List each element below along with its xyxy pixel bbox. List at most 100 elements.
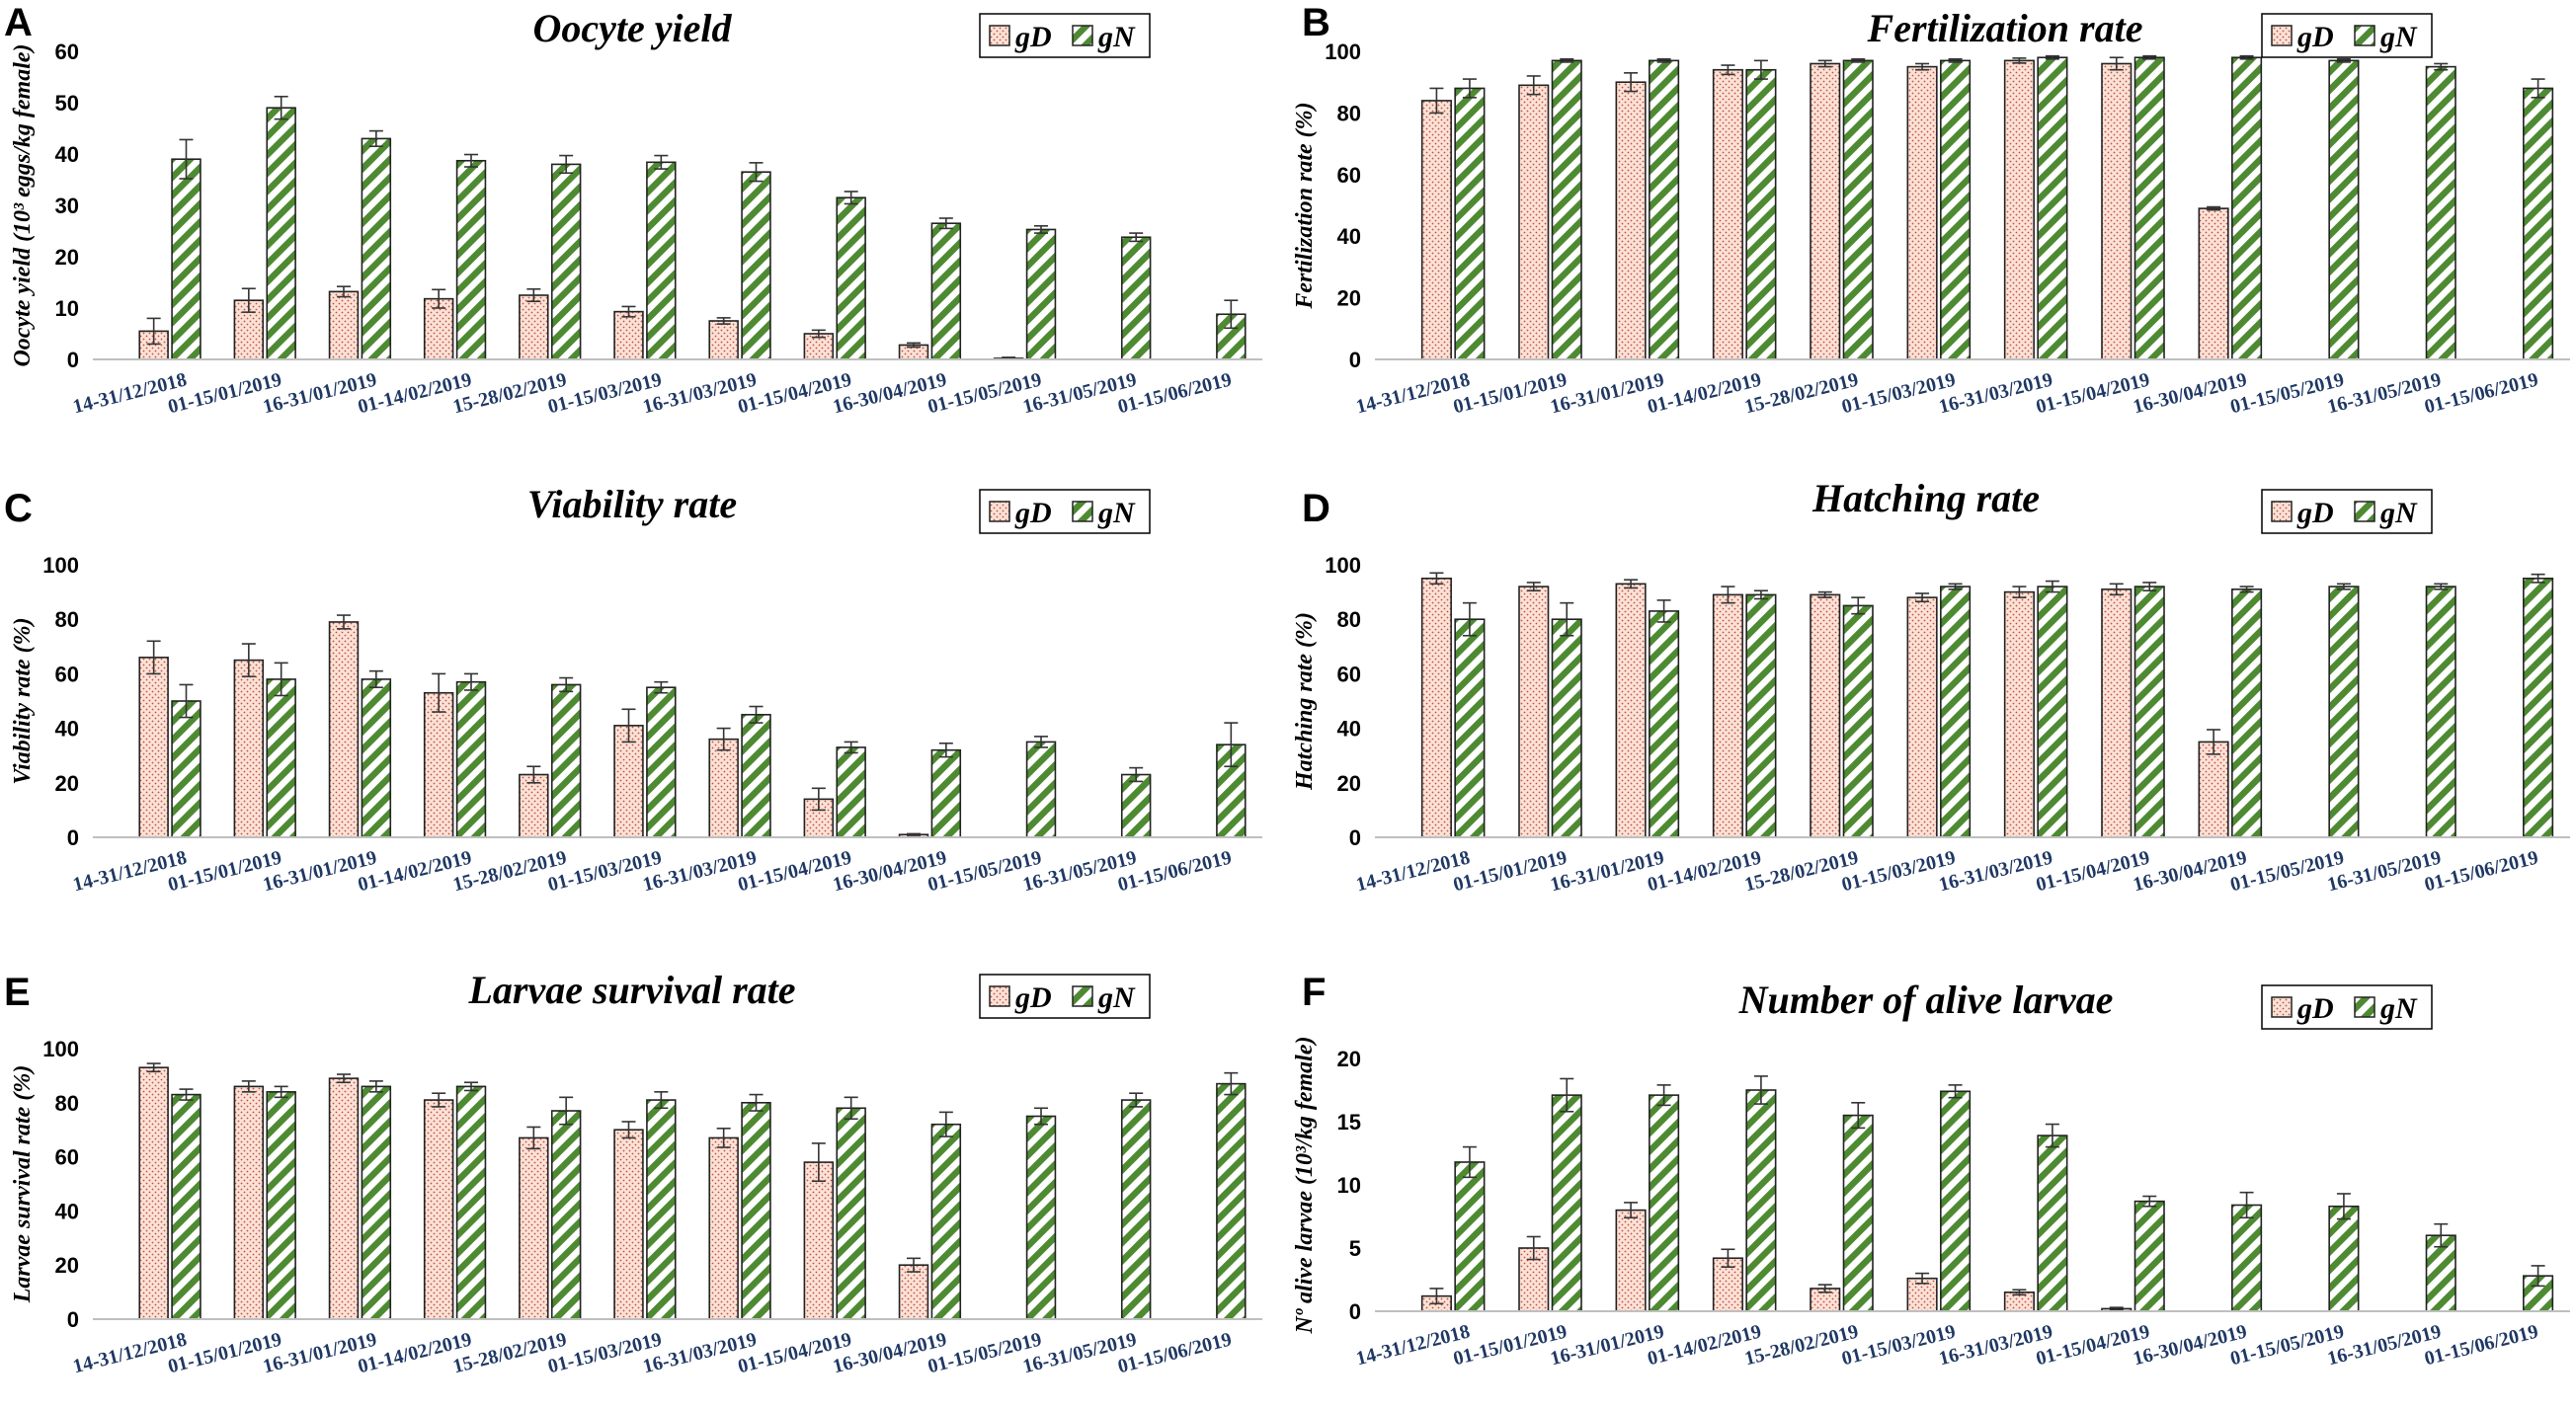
- error-bar-gn: [559, 154, 574, 175]
- legend-swatch-gn: [2354, 996, 2375, 1018]
- bar-gn: [1745, 593, 1777, 838]
- error-bar-gn: [274, 95, 288, 120]
- y-tick-label: 5: [1349, 1236, 1361, 1261]
- bar-gd: [2198, 741, 2229, 838]
- error-bar-gd: [2012, 1289, 2027, 1296]
- bar-gn: [1940, 586, 1972, 838]
- legend-label-gd: gD: [1014, 497, 1052, 529]
- bar-gd: [803, 1161, 835, 1320]
- error-bar-gn: [844, 191, 858, 205]
- bar-gd: [613, 1129, 644, 1320]
- legend-label-gd: gD: [1014, 981, 1052, 1014]
- bar-gn: [1551, 59, 1582, 360]
- bar-gn: [361, 678, 392, 838]
- y-axis-label: Larvae survival rate (%): [10, 1065, 36, 1304]
- error-bar-gd: [1915, 62, 1930, 71]
- y-tick-label: 60: [55, 1145, 79, 1170]
- error-bar-gd: [2012, 586, 2027, 598]
- error-bar-gn: [844, 741, 858, 754]
- error-bar-gd: [241, 643, 256, 677]
- y-tick-label: 40: [55, 1199, 79, 1223]
- error-bar-gd: [2207, 205, 2221, 211]
- error-bar-gd: [146, 317, 161, 346]
- error-bar-gd: [1817, 590, 1832, 598]
- bar-gd: [328, 1077, 360, 1320]
- bar-gn: [2231, 1204, 2263, 1312]
- bar-gn: [2425, 1234, 2456, 1312]
- error-bar-gn: [179, 683, 194, 719]
- bar-gd: [2198, 207, 2229, 360]
- error-bar-gd: [146, 640, 161, 675]
- bar-gd: [138, 1066, 169, 1320]
- legend-swatch-gn: [2354, 25, 2375, 46]
- y-tick-label: 100: [42, 553, 79, 578]
- bar-gd: [328, 290, 360, 360]
- error-bar-gn: [2239, 1191, 2254, 1219]
- bar-gn: [266, 1091, 296, 1320]
- bar-gn: [2523, 577, 2554, 838]
- error-bar-gn: [1560, 601, 1574, 637]
- chart-panel-e: E Larvae survival rate Larvae survival rat…: [4, 968, 1262, 1377]
- bar-gn: [2133, 1200, 2165, 1312]
- bar-gn: [455, 1085, 487, 1320]
- bar-gd: [1615, 81, 1647, 360]
- y-tick-label: 20: [55, 1253, 79, 1278]
- error-bar-gn: [1948, 583, 1963, 590]
- bar-gn: [1842, 59, 1874, 360]
- bar-gn: [1842, 1114, 1874, 1312]
- bar-gn: [741, 1102, 771, 1320]
- bar-gn: [171, 700, 201, 838]
- y-tick-label: 20: [55, 245, 79, 270]
- y-tick-label: 20: [55, 771, 79, 796]
- error-bar-gn: [1129, 232, 1144, 243]
- y-tick-label: 0: [1349, 348, 1361, 372]
- chart-title: Larvae survival rate: [467, 968, 795, 1012]
- bar-gn: [2037, 56, 2068, 360]
- bar-gd: [328, 621, 360, 838]
- y-tick-label: 80: [1337, 101, 1361, 125]
- error-bar-gd: [2109, 56, 2124, 71]
- legend-label-gd: gD: [1014, 21, 1052, 53]
- x-tick-label: 01-15/06/2019: [2422, 1321, 2540, 1370]
- y-tick-label: 0: [67, 825, 79, 850]
- error-bar-gn: [654, 1091, 669, 1110]
- error-bar-gn: [2045, 1123, 2059, 1148]
- error-bar-gd: [526, 287, 541, 303]
- error-bar-gn: [1851, 57, 1866, 63]
- error-bar-gn: [1034, 225, 1049, 234]
- error-bar-gn: [938, 742, 953, 758]
- chart-title: Oocyte yield: [533, 6, 733, 50]
- y-axis-label: Nº alive larvae (10³/kg female): [1292, 1037, 1318, 1335]
- bar-gd: [1906, 65, 1938, 360]
- error-bar-gd: [811, 787, 826, 812]
- error-bar-gd: [1429, 1288, 1444, 1305]
- error-bar-gn: [179, 138, 194, 180]
- legend: gD gN: [2261, 13, 2433, 58]
- bar-gn: [646, 686, 677, 838]
- bar-gn: [1120, 1099, 1152, 1320]
- bar-gn: [930, 222, 962, 360]
- legend: gD gN: [2261, 984, 2433, 1030]
- legend-label-gd: gD: [2296, 497, 2334, 529]
- bar-gd: [519, 294, 549, 360]
- error-bar-gd: [716, 317, 731, 325]
- chart-title: Hatching rate: [1811, 476, 2040, 520]
- y-tick-label: 40: [1337, 717, 1361, 742]
- error-bar-gd: [1526, 582, 1541, 592]
- legend: gD gN: [979, 974, 1151, 1019]
- error-bar-gd: [336, 1073, 351, 1084]
- bar-gn: [836, 1107, 866, 1320]
- error-bar-gd: [716, 1128, 731, 1148]
- legend-swatch-gd: [2271, 996, 2293, 1018]
- legend-label-gn: gN: [1097, 497, 1136, 529]
- bar-gn: [2523, 87, 2554, 360]
- bar-gn: [1120, 236, 1152, 360]
- bar-gn: [646, 1099, 677, 1320]
- bar-gd: [708, 320, 739, 360]
- bar-gn: [2133, 586, 2165, 838]
- panel-letter: B: [1302, 1, 1330, 44]
- error-bar-gn: [1560, 57, 1574, 63]
- error-bar-gn: [1753, 1075, 1768, 1105]
